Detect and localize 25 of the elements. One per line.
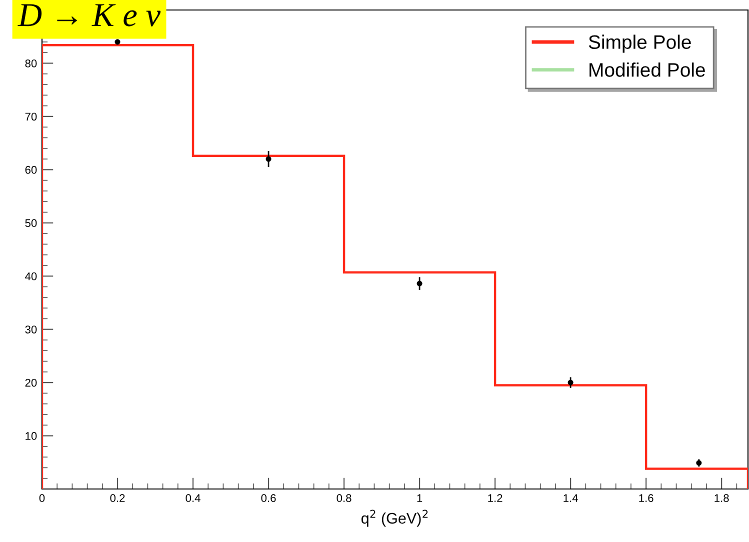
x-tick-label: 0.8 [336, 494, 352, 502]
chart-title: D → K e ν [18, 4, 161, 26]
y-tick-label: 20 [25, 378, 37, 387]
y-tick-label: 40 [25, 272, 37, 280]
point [266, 156, 272, 162]
point [568, 380, 574, 386]
x-tick-label: 0.6 [261, 494, 276, 502]
x-tick-label: 1 [417, 494, 422, 502]
y-tick-label: 60 [25, 166, 37, 174]
y-tick-label: 30 [25, 326, 37, 334]
y-tick-label: 70 [25, 112, 37, 121]
x-tick-label: 0 [39, 494, 45, 502]
y-tick-label: 10 [26, 432, 37, 440]
y-tick-label: 50 [25, 219, 37, 228]
x-tick-label: 1.8 [714, 494, 729, 502]
x-tick-label: 1.2 [488, 494, 502, 502]
x-axis-title: q$^{2}$ (GeV)$^{2}$ [361, 510, 428, 527]
x-tick-label: 0.2 [110, 494, 125, 502]
point [416, 280, 422, 286]
legend-label: Simple Pole [588, 34, 691, 53]
x-tick-label: 1.6 [639, 494, 654, 502]
x-tick-label: 0.4 [186, 494, 200, 502]
legend-label: Modified Pole [590, 62, 705, 77]
y-tick-label: 80 [25, 59, 37, 68]
x-tick-label: 1.4 [564, 494, 578, 502]
